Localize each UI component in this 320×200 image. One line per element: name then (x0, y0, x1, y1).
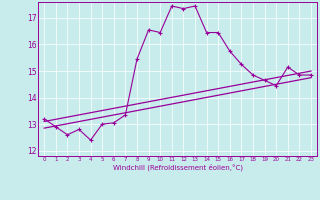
X-axis label: Windchill (Refroidissement éolien,°C): Windchill (Refroidissement éolien,°C) (113, 164, 243, 171)
